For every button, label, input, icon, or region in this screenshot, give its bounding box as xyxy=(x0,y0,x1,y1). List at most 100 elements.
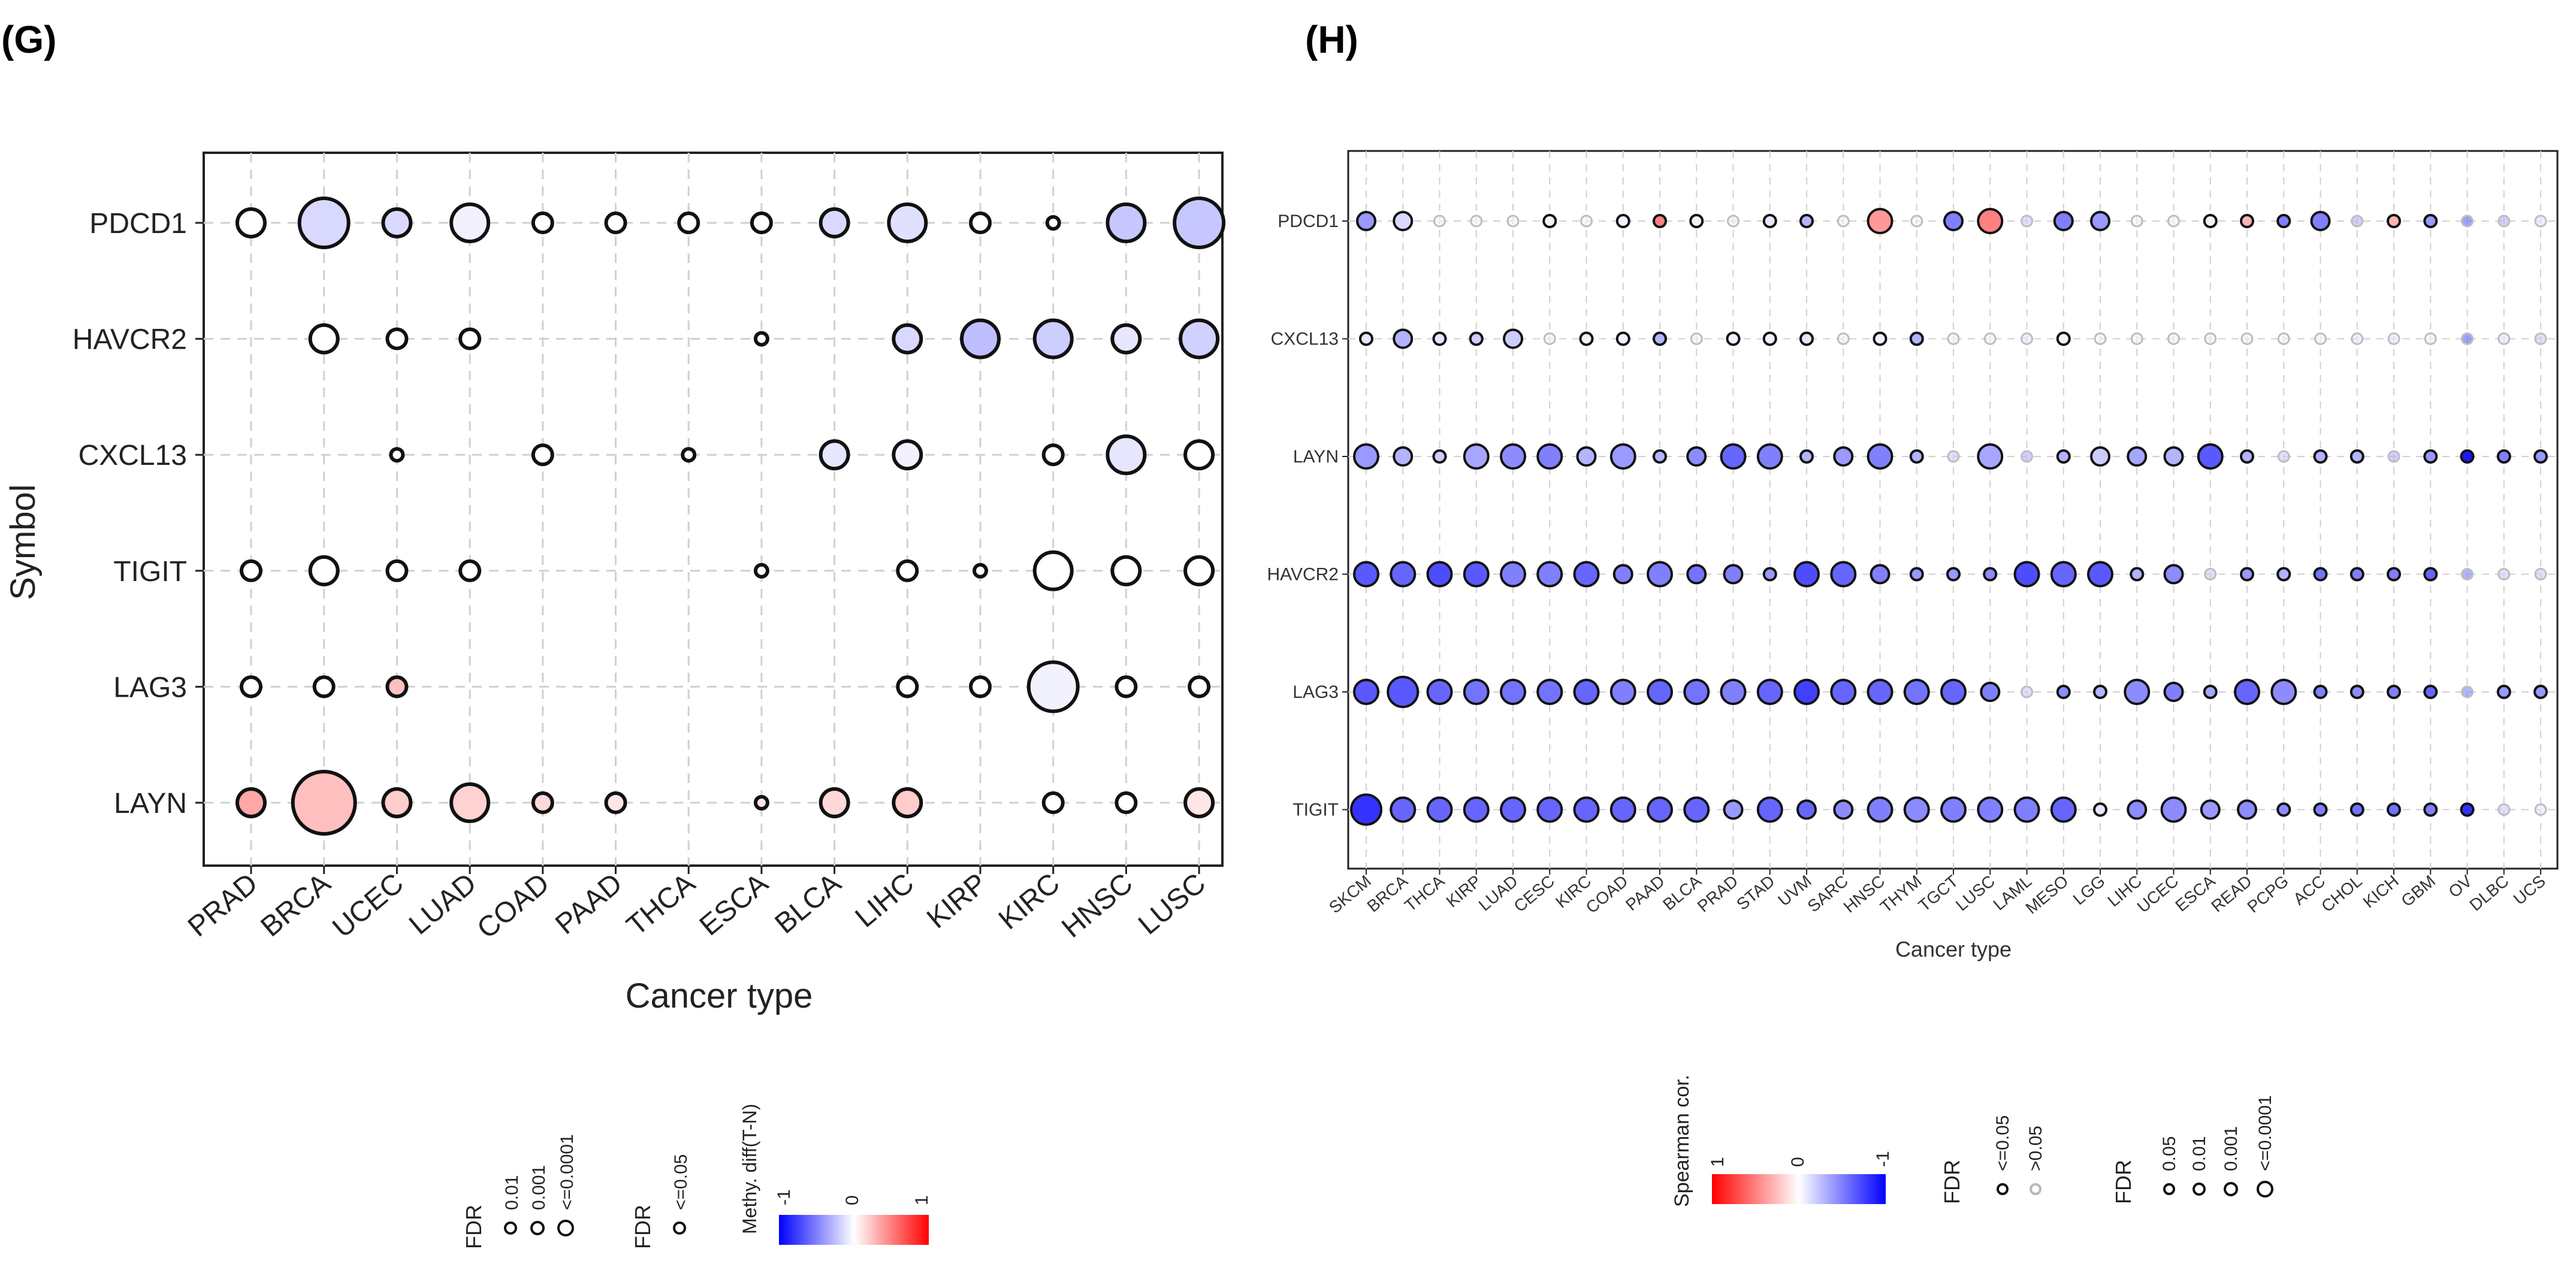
panel-h-point-havcr2-read xyxy=(2240,567,2254,582)
panel-h-point-pdcd1-stad xyxy=(1762,214,1777,228)
panel-g-point-pdcd1-kirp xyxy=(969,211,992,234)
panel-h-point-cxcl13-skcm xyxy=(1359,331,1373,346)
panel-h-point-lag3-uvm xyxy=(1793,679,1820,705)
panel-h-point-tigit-blca xyxy=(1683,796,1710,823)
panel-g-point-lag3-brca xyxy=(312,675,336,698)
panel-h-point-tigit-luad xyxy=(1500,796,1526,823)
panel-h-legend-fdr-label-4: <=0.0001 xyxy=(2255,1095,2275,1171)
panel-h-legend-fdr-key-3 xyxy=(2224,1182,2238,1196)
panel-h-point-cxcl13-acc xyxy=(2314,332,2327,345)
panel-g-xtick-ucec: UCEC xyxy=(327,867,409,944)
panel-h-point-havcr2-lgg xyxy=(2087,561,2113,588)
panel-h-point-layn-laml xyxy=(2021,450,2033,463)
panel-h-xtick-lgg: LGG xyxy=(2070,872,2109,909)
panel-h-point-cxcl13-thym xyxy=(1909,331,1924,346)
panel-h-point-cxcl13-hnsc xyxy=(1873,331,1888,346)
panel-g-point-layn-lihc xyxy=(892,787,923,818)
panel-h-point-layn-sarc xyxy=(1833,446,1854,467)
panel-h-point-tigit-kich xyxy=(2387,802,2401,817)
panel-h-point-layn-cesc xyxy=(1536,443,1563,470)
panel-h-point-cxcl13-cesc xyxy=(1543,332,1556,345)
panel-h-point-pdcd1-sarc xyxy=(1837,214,1850,228)
panel-h-point-cxcl13-read xyxy=(2240,332,2254,345)
panel-h-point-lag3-brca xyxy=(1387,676,1420,708)
panel-h-xtick-prad: PRAD xyxy=(1694,872,1742,916)
panel-h-point-havcr2-ucec xyxy=(2163,564,2184,585)
panel-h-point-lag3-ucs xyxy=(2533,685,2548,699)
panel-h-x-ticks: SKCMBRCATHCAKIRPLUADCESCKIRCCOADPAADBLCA… xyxy=(1325,869,2549,918)
panel-h-point-layn-ucs xyxy=(2533,449,2548,464)
panel-g-legend-fdr-label-3: <=0.0001 xyxy=(557,1134,577,1210)
panel-h-point-layn-chol xyxy=(2349,449,2364,464)
panel-h-point-lag3-cesc xyxy=(1536,679,1563,705)
panel-g-plot-border xyxy=(203,152,1224,867)
panel-g-legend: FDR 0.01 0.001 <=0.0001 FDR <=0.05 Methy… xyxy=(461,1103,932,1249)
panel-g-point-havcr2-luad xyxy=(458,327,482,350)
panel-h-point-cxcl13-kich xyxy=(2387,332,2400,345)
panel-g-point-havcr2-kirp xyxy=(960,318,1001,359)
panel-h-point-cxcl13-lihc xyxy=(2130,332,2143,345)
panel-h-point-tigit-ucec xyxy=(2160,796,2187,823)
panel-h-xtick-blca: BLCA xyxy=(1659,872,1705,914)
panel-h-point-pdcd1-read xyxy=(2240,214,2254,228)
panel-g-xtick-lusc: LUSC xyxy=(1133,867,1212,941)
panel-h-point-lag3-gbm xyxy=(2423,685,2438,699)
panel-h-point-havcr2-chol xyxy=(2349,567,2364,582)
panel-h-ytick-layn: LAYN xyxy=(1293,447,1339,467)
panel-g-point-layn-esca xyxy=(753,795,769,811)
panel-g-grid xyxy=(204,153,1222,866)
panel-h-point-tigit-skcm xyxy=(1350,793,1382,826)
panel-h-point-havcr2-lihc xyxy=(2130,567,2145,582)
panel-h-legend-color-tick-high: 1 xyxy=(1708,1157,1728,1167)
panel-h-point-pdcd1-cesc xyxy=(1542,214,1557,228)
panel-h-point-pdcd1-blca xyxy=(1689,214,1704,228)
panel-g-xtick-blca: BLCA xyxy=(769,867,847,940)
panel-h-point-cxcl13-kirc xyxy=(1579,331,1594,346)
panel-h-ytick-lag3: LAG3 xyxy=(1292,682,1339,702)
panel-h-point-cxcl13-stad xyxy=(1762,331,1777,346)
panel-h-legend-colorbar xyxy=(1712,1174,1886,1204)
panel-h-point-havcr2-sarc xyxy=(1830,561,1857,588)
panel-g-point-lag3-lusc xyxy=(1188,675,1211,698)
panel-h-point-pdcd1-pcpg xyxy=(2276,214,2291,228)
panel-h-point-lag3-lihc xyxy=(2124,679,2151,705)
panel-g-legend-fdr-key-1 xyxy=(504,1221,517,1235)
panel-g-ytick-pdcd1: PDCD1 xyxy=(89,208,187,240)
panel-h-point-tigit-paad xyxy=(1647,796,1673,823)
panel-h-point-tigit-thca xyxy=(1426,796,1453,823)
panel-h-xtick-pcpg: PCPG xyxy=(2243,872,2292,917)
panel-h-point-pdcd1-kirp xyxy=(1470,214,1483,228)
panel-g-point-lag3-kirc xyxy=(1026,660,1080,713)
panel-g-ytick-cxcl13: CXCL13 xyxy=(78,440,187,471)
panel-g-point-layn-blca xyxy=(819,787,850,818)
panel-h-point-havcr2-blca xyxy=(1686,564,1707,585)
panel-g-legend-colorbar xyxy=(779,1215,929,1245)
panel-h-point-havcr2-meso xyxy=(2050,561,2077,588)
panel-h-point-layn-gbm xyxy=(2423,449,2438,464)
panel-g-legend-fdr-key-3 xyxy=(557,1220,574,1236)
panel-h-xtick-esca: ESCA xyxy=(2172,872,2219,915)
panel-g-point-pdcd1-lihc xyxy=(887,202,928,243)
panel-g-legend-fdr-label-2: 0.001 xyxy=(529,1165,549,1210)
panel-h-point-pdcd1-paad xyxy=(1653,214,1667,228)
panel-g-point-cxcl13-lusc xyxy=(1183,439,1215,471)
panel-h-point-layn-esca xyxy=(2197,443,2224,470)
panel-h-point-tigit-sarc xyxy=(1833,799,1854,820)
panel-g-point-tigit-esca xyxy=(753,563,769,579)
panel-g-point-pdcd1-kirc xyxy=(1045,215,1061,231)
panel-g-xtick-kirp: KIRP xyxy=(921,867,993,935)
panel-g-point-layn-ucec xyxy=(381,787,413,818)
panel-h-point-pdcd1-lgg xyxy=(2090,211,2110,231)
panel-g-xtick-brca: BRCA xyxy=(255,867,337,943)
panel-h-legend-sig-key-2 xyxy=(2030,1183,2042,1195)
panel-h-point-pdcd1-thca xyxy=(1433,214,1446,228)
panel-h-point-layn-dlbc xyxy=(2496,449,2511,464)
panel-h-point-lag3-blca xyxy=(1683,679,1710,705)
panel-g-legend-color-tick-low: -1 xyxy=(774,1189,794,1205)
panel-h-point-pdcd1-dlbc xyxy=(2498,214,2511,228)
panel-h-point-tigit-meso xyxy=(2050,796,2077,823)
panel-g-point-havcr2-kirc xyxy=(1032,318,1074,359)
panel-h-point-havcr2-lusc xyxy=(1983,567,1998,582)
panel-g-xtick-kirc: KIRC xyxy=(993,867,1066,936)
panel-h-point-lag3-kirc xyxy=(1573,679,1600,705)
